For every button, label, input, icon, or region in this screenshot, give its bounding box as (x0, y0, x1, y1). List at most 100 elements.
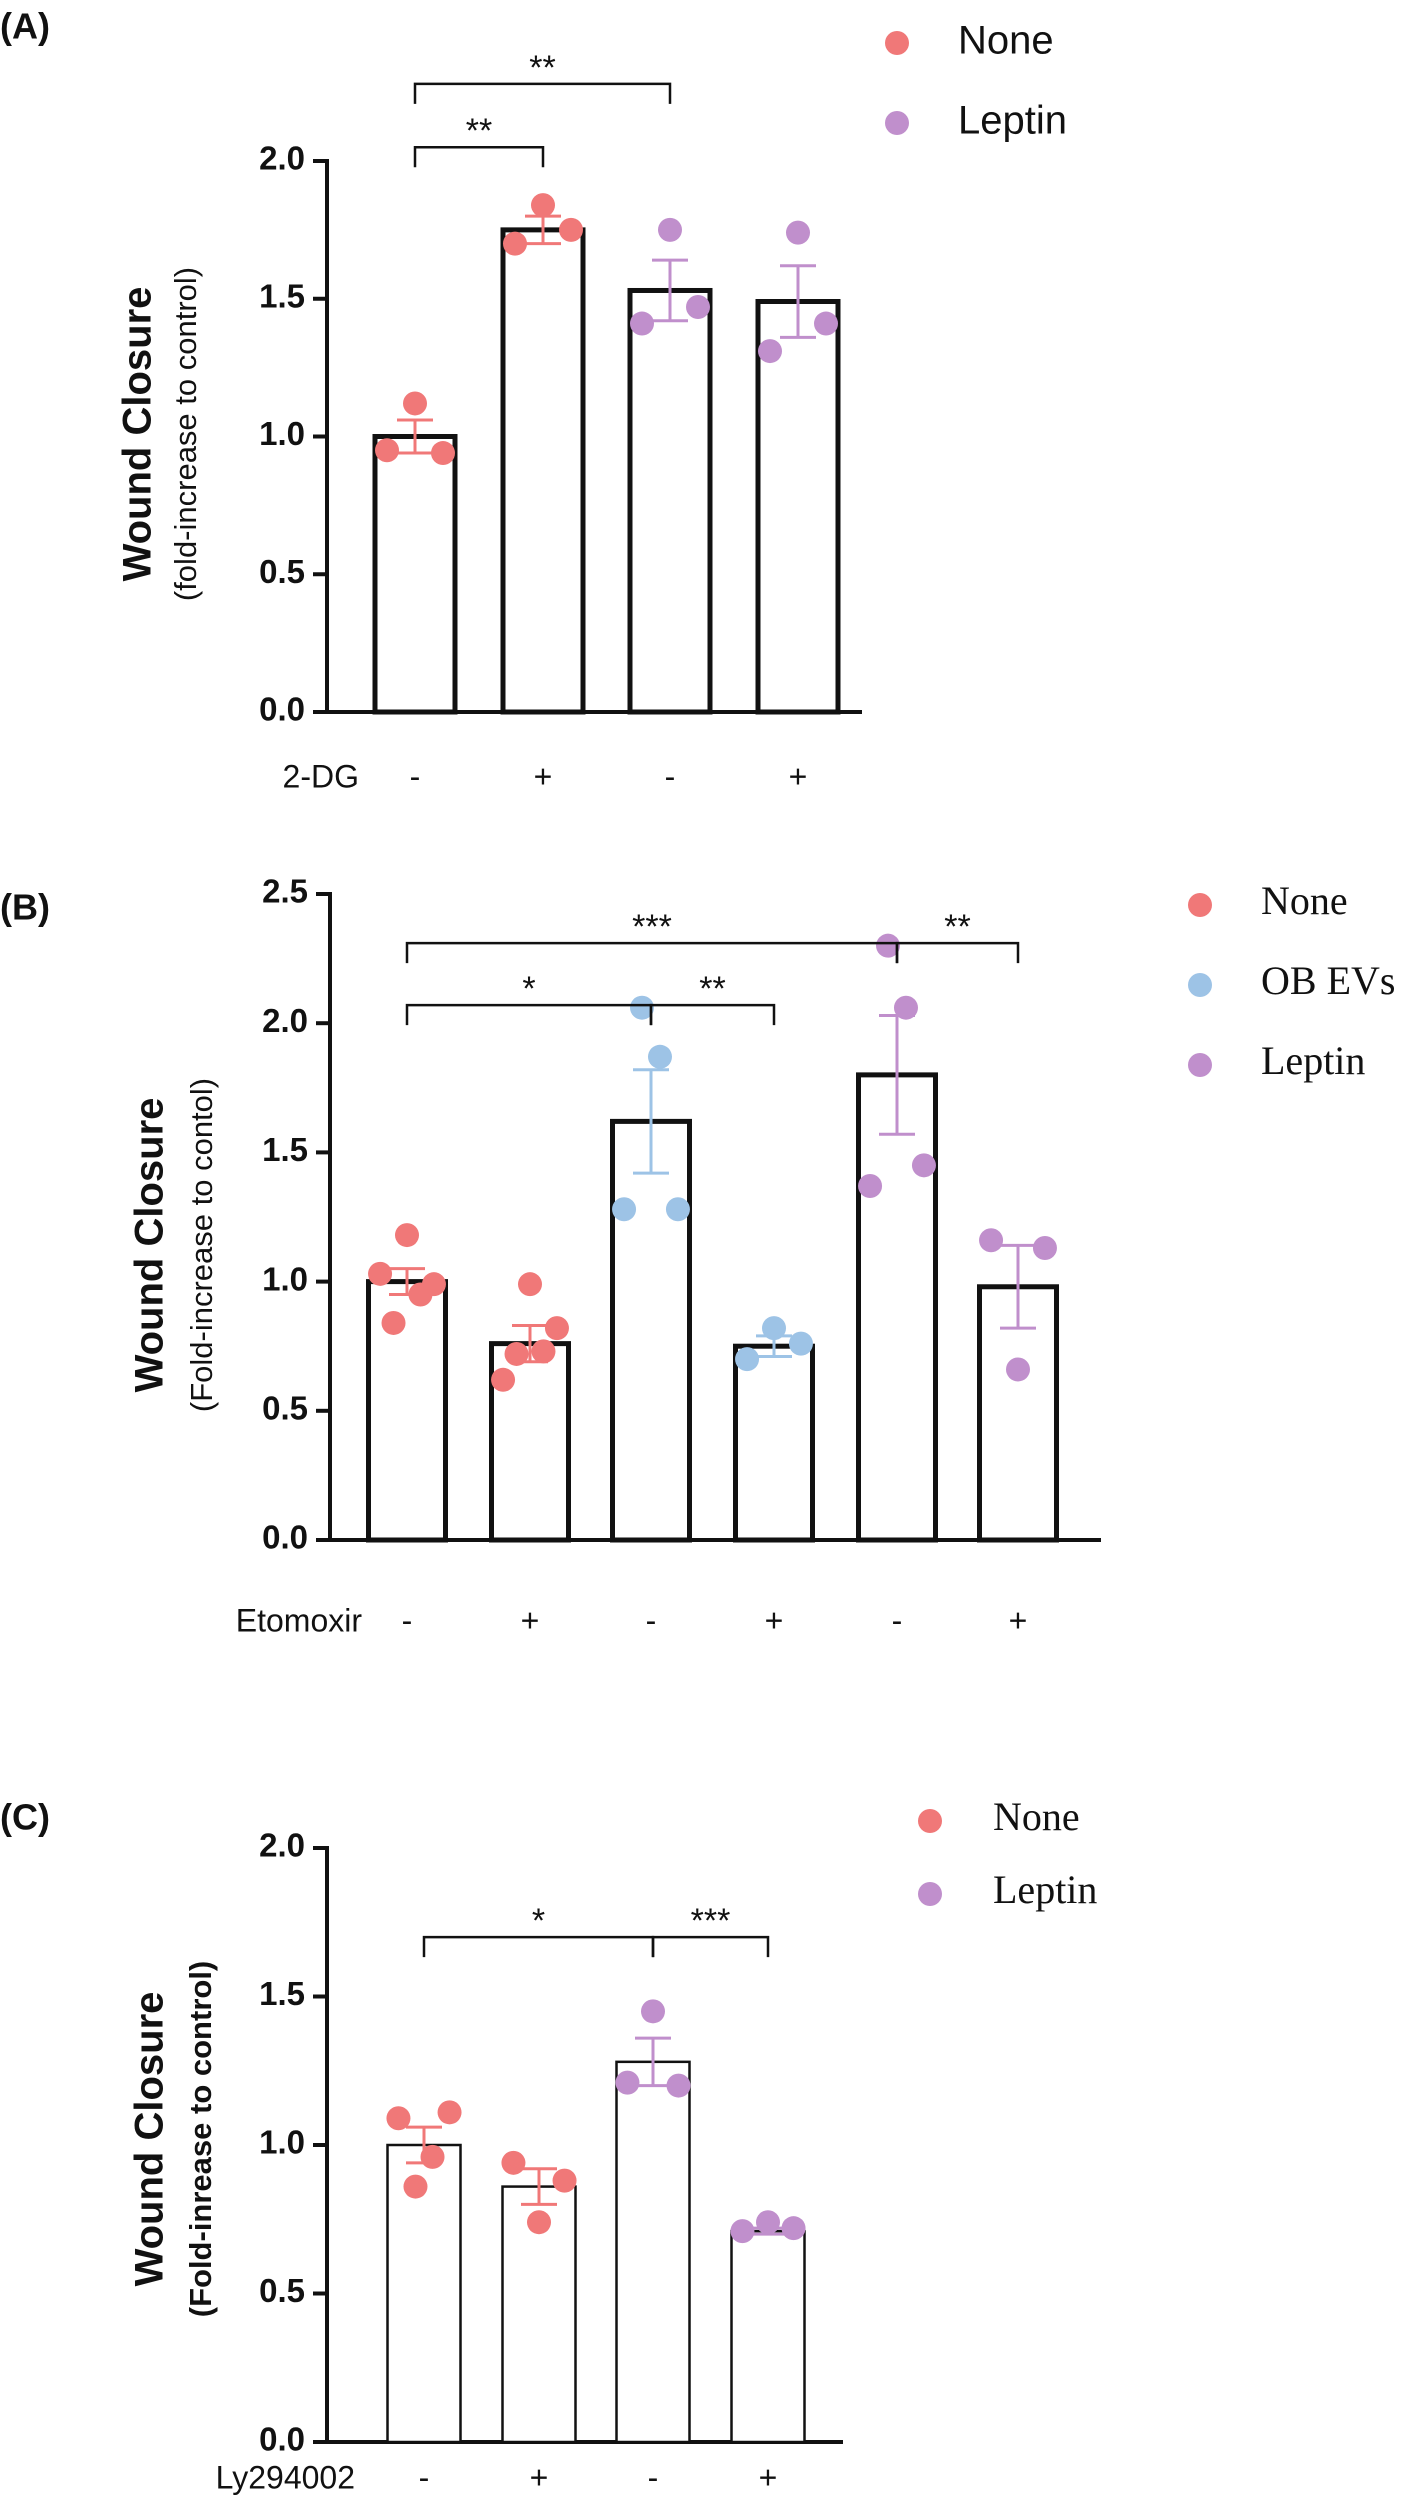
data-point (368, 1261, 393, 1286)
data-point (756, 2210, 780, 2235)
data-point (386, 2106, 411, 2131)
data-point (612, 1197, 637, 1222)
x-axis-title: 2-DG (283, 758, 359, 794)
y-tick-label: 1.0 (259, 415, 305, 452)
data-point (501, 2150, 526, 2175)
significance-bracket (413, 82, 672, 104)
bar (856, 1072, 938, 1543)
significance-bracket (895, 941, 1020, 964)
y-axis-subtitle: (Fold-increase to contol) (184, 1078, 219, 1412)
y-axis-subtitle: (fold-increase to control) (168, 267, 203, 601)
significance-label: ** (466, 112, 492, 150)
data-point (503, 231, 527, 256)
data-point (518, 1272, 542, 1297)
x-tick-label: - (665, 758, 676, 794)
panel-label: (C) (0, 1797, 50, 1838)
data-point (491, 1367, 516, 1392)
x-tick-label: + (1009, 1602, 1028, 1638)
data-point (544, 1316, 569, 1341)
legend-marker (885, 31, 909, 55)
bar (730, 2229, 806, 2444)
x-tick-label: + (534, 758, 553, 794)
significance-bracket (649, 1003, 776, 1026)
y-axis-title: Wound Closure (128, 1992, 172, 2287)
x-axis-title: Ly294002 (216, 2459, 355, 2495)
panel-label: (A) (0, 6, 50, 47)
y-axis-title: Wound Closure (128, 1098, 172, 1393)
data-point (758, 339, 782, 364)
data-point (559, 217, 583, 242)
data-point (531, 193, 555, 218)
data-point (686, 295, 710, 320)
data-point (666, 2073, 691, 2098)
x-tick-label: - (419, 2459, 430, 2495)
legend-marker (1188, 1053, 1212, 1077)
y-axis-subtitle: (Fold-inrease to control) (183, 1961, 218, 2318)
data-point (403, 391, 427, 416)
data-point (381, 1310, 406, 1335)
data-point (647, 1044, 672, 1069)
significance-bracket (405, 941, 899, 964)
data-point (531, 1339, 556, 1364)
x-tick-label: + (759, 2459, 778, 2495)
significance-bracket (422, 1935, 655, 1958)
legend-label: None (1261, 878, 1348, 923)
x-tick-label: - (648, 2459, 659, 2495)
data-point (431, 441, 455, 466)
y-tick-label: 0.5 (259, 553, 305, 590)
data-point (504, 1341, 529, 1366)
y-tick-label: 0.5 (262, 1390, 308, 1427)
significance-bracket (413, 145, 545, 168)
legend-marker (918, 1809, 942, 1833)
y-tick-label: 1.5 (259, 1975, 305, 2012)
x-tick-label: - (410, 758, 421, 794)
significance-label: *** (691, 1902, 731, 1940)
data-point (1032, 1236, 1057, 1261)
y-tick-label: 2.5 (262, 873, 308, 910)
bar (615, 2060, 691, 2444)
significance-label: ** (699, 970, 725, 1008)
data-point (876, 933, 901, 958)
data-point (665, 1197, 690, 1222)
significance-label: * (522, 970, 535, 1008)
legend-label: Leptin (1261, 1038, 1365, 1083)
bar (500, 227, 586, 715)
data-point (630, 311, 654, 336)
data-point (375, 438, 399, 463)
bar (755, 299, 841, 715)
x-tick-label: + (530, 2459, 549, 2495)
data-point (786, 220, 810, 245)
data-point (420, 2144, 445, 2169)
x-tick-label: - (892, 1602, 903, 1638)
legend-marker (1188, 973, 1212, 997)
significance-label: * (532, 1902, 545, 1940)
data-point (527, 2210, 551, 2235)
data-point (893, 995, 918, 1020)
significance-bracket (405, 1003, 653, 1026)
y-tick-label: 2.0 (259, 140, 305, 177)
data-point (552, 2168, 577, 2193)
data-point (403, 2174, 428, 2199)
bar (366, 1279, 448, 1543)
y-axis-title: Wound Closure (116, 287, 160, 582)
data-point (858, 1173, 883, 1198)
significance-bracket (651, 1935, 770, 1958)
legend-label: None (993, 1794, 1080, 1839)
y-tick-label: 2.0 (259, 1827, 305, 1864)
data-point (641, 1999, 665, 2024)
x-axis-title: Etomoxir (236, 1602, 363, 1638)
data-point (658, 217, 682, 242)
data-point (814, 311, 838, 336)
data-point (437, 2100, 462, 2125)
data-point (911, 1153, 936, 1178)
data-point (979, 1228, 1004, 1253)
significance-label: ** (944, 908, 970, 946)
bar (627, 287, 713, 715)
y-tick-label: 2.0 (262, 1002, 308, 1039)
y-tick-label: 0.0 (262, 1519, 308, 1556)
y-tick-label: 1.0 (259, 2124, 305, 2161)
y-tick-label: 1.5 (259, 277, 305, 314)
data-point (730, 2219, 755, 2244)
legend-marker (1188, 893, 1212, 917)
